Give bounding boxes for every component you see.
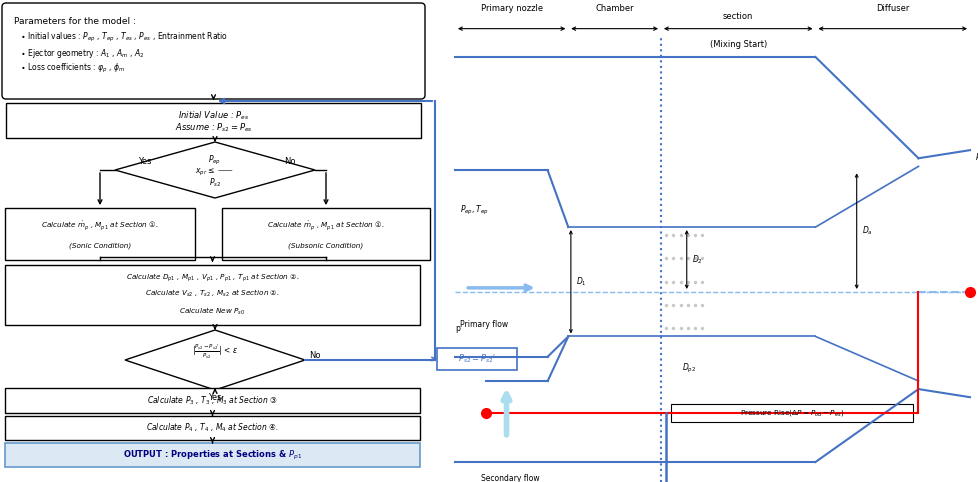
Text: Yes: Yes	[208, 393, 222, 402]
Text: Parameters for the model :: Parameters for the model :	[14, 17, 136, 26]
Text: Pressure Rise($\Delta P = P_{od} - P_{es}$): Pressure Rise($\Delta P = P_{od} - P_{es…	[739, 408, 844, 418]
Text: Diffuser: Diffuser	[875, 4, 909, 13]
FancyBboxPatch shape	[2, 3, 424, 99]
Text: $D_{p2}$: $D_{p2}$	[681, 362, 695, 375]
FancyBboxPatch shape	[222, 208, 429, 260]
Text: Calculate $\dot{m}_p$ , $M_{p1}$ at Section ①.: Calculate $\dot{m}_p$ , $M_{p1}$ at Sect…	[41, 219, 158, 233]
Text: $D_a$: $D_a$	[861, 225, 871, 238]
Text: $\bullet$ Initial values : $P_{ep}$ , $T_{ep}$ , $T_{es}$ , $P_{es}$ , Entrainme: $\bullet$ Initial values : $P_{ep}$ , $T…	[20, 31, 228, 44]
Text: Calculate New $P_{s0}$: Calculate New $P_{s0}$	[179, 306, 245, 318]
Text: $P_{s2} = P_{s2}{}^{\prime}$: $P_{s2} = P_{s2}{}^{\prime}$	[458, 353, 496, 365]
Polygon shape	[114, 142, 315, 198]
FancyBboxPatch shape	[5, 265, 420, 325]
Text: Calculate $\dot{m}_p$ , $M_{p1}$ at Section ①.: Calculate $\dot{m}_p$ , $M_{p1}$ at Sect…	[267, 219, 384, 233]
FancyBboxPatch shape	[5, 388, 420, 413]
Text: $\bullet$ Ejector geometry : $A_1$ , $A_m$ , $A_2$: $\bullet$ Ejector geometry : $A_1$ , $A_…	[20, 47, 145, 60]
Text: $x_{pr} \leq$ ——: $x_{pr} \leq$ ——	[196, 166, 235, 177]
Polygon shape	[125, 330, 305, 390]
Text: $P_{ep}$: $P_{ep}$	[208, 153, 221, 167]
Text: $D_2$: $D_2$	[691, 253, 702, 266]
Text: OUTPUT : Properties at Sections & $P_{p1}$: OUTPUT : Properties at Sections & $P_{p1…	[122, 448, 302, 462]
FancyBboxPatch shape	[436, 348, 516, 370]
Text: Calculate $P_4$ , $T_4$ , $M_4$ at Section ④.: Calculate $P_4$ , $T_4$ , $M_4$ at Secti…	[146, 422, 279, 434]
Text: $P_{ep}, T_{ep}$: $P_{ep}, T_{ep}$	[460, 204, 488, 217]
Text: Initial Value : $P_{es}$: Initial Value : $P_{es}$	[178, 109, 248, 121]
Text: Yes: Yes	[138, 158, 152, 166]
Text: $D_1$: $D_1$	[575, 276, 586, 288]
Text: Secondary flow: Secondary flow	[480, 474, 539, 482]
Text: Primary flow: Primary flow	[460, 320, 508, 329]
Text: Calculate $V_{s2}$ , $T_{s2}$ , $M_{s2}$ at Section ②.: Calculate $V_{s2}$ , $T_{s2}$ , $M_{s2}$…	[145, 288, 280, 299]
FancyBboxPatch shape	[6, 103, 421, 138]
Text: $|\frac{P_{s2} - P_{s2}{}^{\prime}}{P_{s2}}|$ < $\varepsilon$: $|\frac{P_{s2} - P_{s2}{}^{\prime}}{P_{s…	[192, 343, 238, 361]
Text: Assume : $P_{s2} = P_{es}$: Assume : $P_{s2} = P_{es}$	[174, 122, 252, 134]
Text: Primary nozzle: Primary nozzle	[480, 4, 542, 13]
FancyBboxPatch shape	[5, 416, 420, 440]
Text: $P_{s2}$: $P_{s2}$	[208, 177, 221, 189]
Text: section: section	[723, 12, 753, 21]
Text: $P_{od}, T_{od}$: $P_{od}, T_{od}$	[974, 152, 978, 164]
Text: p: p	[455, 324, 460, 333]
Text: Calculate $D_{p1}$ , $M_{p1}$ , $V_{p1}$ , $P_{p1}$ , $T_{p1}$ at Section ②.: Calculate $D_{p1}$ , $M_{p1}$ , $V_{p1}$…	[125, 272, 299, 284]
Text: (Subsonic Condition): (Subsonic Condition)	[289, 242, 363, 249]
Text: (Sonic Condition): (Sonic Condition)	[68, 242, 131, 249]
Text: No: No	[284, 158, 295, 166]
Text: Chamber: Chamber	[595, 4, 634, 13]
Text: Calculate $P_3$ , $T_3$ , $M_3$ at Section ③: Calculate $P_3$ , $T_3$ , $M_3$ at Secti…	[147, 394, 278, 407]
Text: (Mixing Start): (Mixing Start)	[709, 40, 766, 49]
FancyBboxPatch shape	[671, 404, 912, 422]
Text: No: No	[309, 350, 321, 360]
FancyBboxPatch shape	[5, 208, 195, 260]
FancyBboxPatch shape	[5, 443, 420, 467]
Text: $\bullet$ Loss coefficients : $\varphi_p$ , $\phi_m$: $\bullet$ Loss coefficients : $\varphi_p…	[20, 62, 125, 75]
